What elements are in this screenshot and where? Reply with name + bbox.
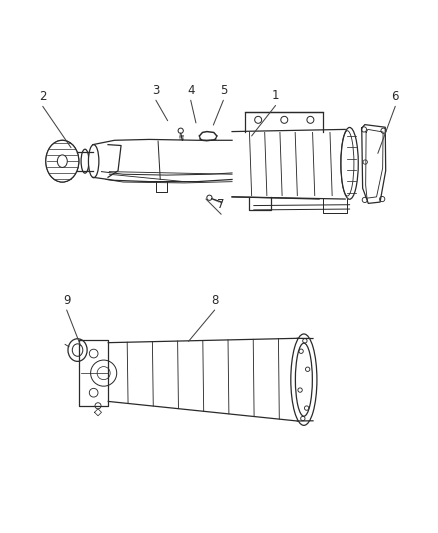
Text: 6: 6 — [392, 90, 399, 103]
Text: 4: 4 — [187, 84, 194, 97]
Circle shape — [178, 128, 184, 133]
Ellipse shape — [68, 339, 87, 361]
Ellipse shape — [46, 140, 79, 182]
Text: 7: 7 — [217, 198, 225, 211]
Text: 5: 5 — [220, 84, 227, 97]
Ellipse shape — [341, 127, 358, 199]
Text: 2: 2 — [39, 90, 46, 103]
Text: 1: 1 — [272, 89, 279, 102]
Circle shape — [95, 403, 101, 409]
Ellipse shape — [72, 344, 83, 356]
Ellipse shape — [88, 144, 99, 177]
Text: 9: 9 — [63, 294, 71, 306]
Ellipse shape — [81, 149, 89, 173]
Ellipse shape — [57, 155, 67, 167]
Ellipse shape — [291, 334, 317, 425]
Text: 8: 8 — [211, 294, 218, 306]
Text: 3: 3 — [152, 84, 159, 97]
Circle shape — [207, 195, 212, 200]
